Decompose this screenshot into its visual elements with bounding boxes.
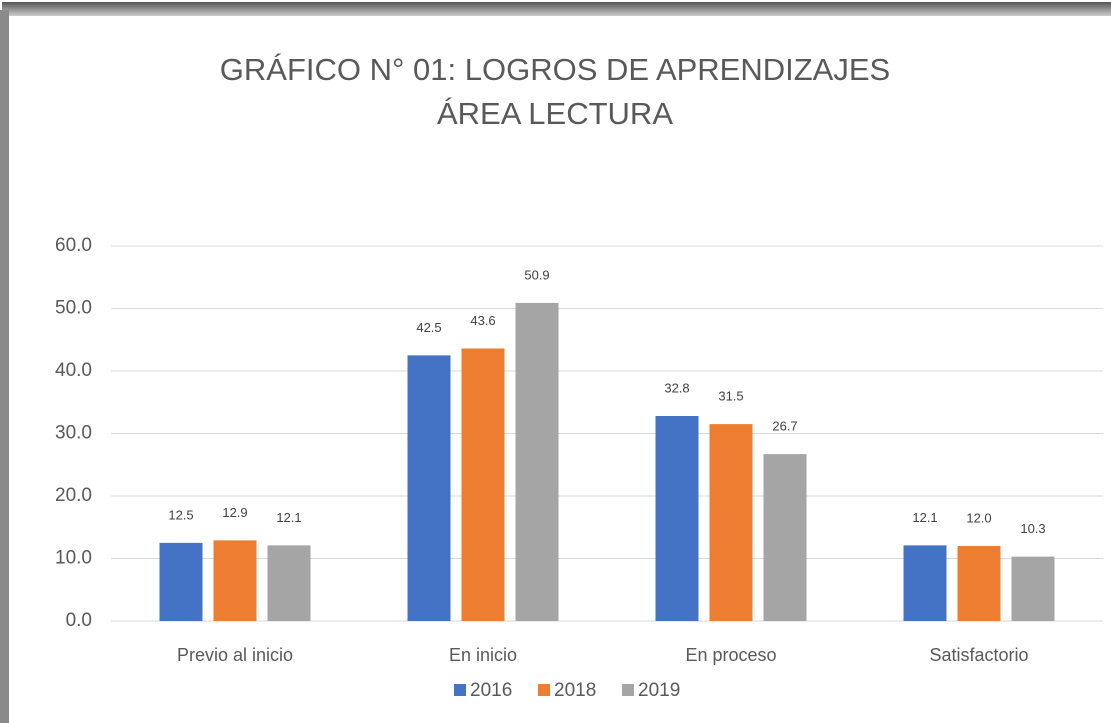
bar: [903, 545, 947, 621]
legend-swatch: [454, 684, 466, 696]
bar: [515, 302, 559, 621]
value-label: 12.9: [222, 505, 247, 520]
bar: [461, 348, 505, 621]
value-label: 42.5: [416, 320, 441, 335]
legend-label: 2019: [638, 680, 680, 701]
bar: [655, 416, 699, 621]
y-tick-label: 40.0: [55, 360, 92, 381]
bar: [407, 355, 451, 621]
y-tick-label: 60.0: [55, 235, 92, 256]
legend-swatch: [622, 684, 634, 696]
value-label: 12.5: [168, 507, 193, 522]
x-tick-label: Satisfactorio: [929, 645, 1028, 665]
x-tick-label: En inicio: [449, 645, 517, 665]
bar: [957, 546, 1001, 621]
bar: [763, 454, 807, 621]
value-label: 32.8: [664, 380, 689, 395]
x-tick-label: Previo al inicio: [177, 645, 293, 665]
y-tick-label: 20.0: [55, 485, 92, 506]
y-tick-label: 0.0: [66, 610, 92, 631]
y-tick-label: 50.0: [55, 298, 92, 319]
bar: [1011, 556, 1055, 621]
chart-title: GRÁFICO N° 01: LOGROS DE APRENDIZAJES ÁR…: [219, 52, 891, 131]
value-label: 31.5: [718, 389, 743, 404]
legend-label: 2016: [470, 680, 512, 701]
frame-shadow: [0, 10, 9, 723]
legend-swatch: [538, 684, 550, 696]
value-label: 12.0: [966, 510, 991, 525]
bar: [213, 540, 257, 621]
value-label: 43.6: [470, 313, 495, 328]
y-tick-label: 30.0: [55, 423, 92, 444]
value-label: 26.7: [772, 419, 797, 434]
bar: [267, 545, 311, 621]
y-tick-label: 10.0: [55, 548, 92, 569]
value-label: 50.9: [524, 267, 549, 282]
x-tick-label: En proceso: [685, 645, 776, 665]
value-label: 10.3: [1020, 521, 1045, 536]
value-label: 12.1: [912, 510, 937, 525]
value-label: 12.1: [276, 510, 301, 525]
bar: [709, 424, 753, 621]
legend-label: 2018: [554, 680, 596, 701]
bar: [159, 542, 203, 621]
frame-shadow: [2, 2, 1111, 16]
